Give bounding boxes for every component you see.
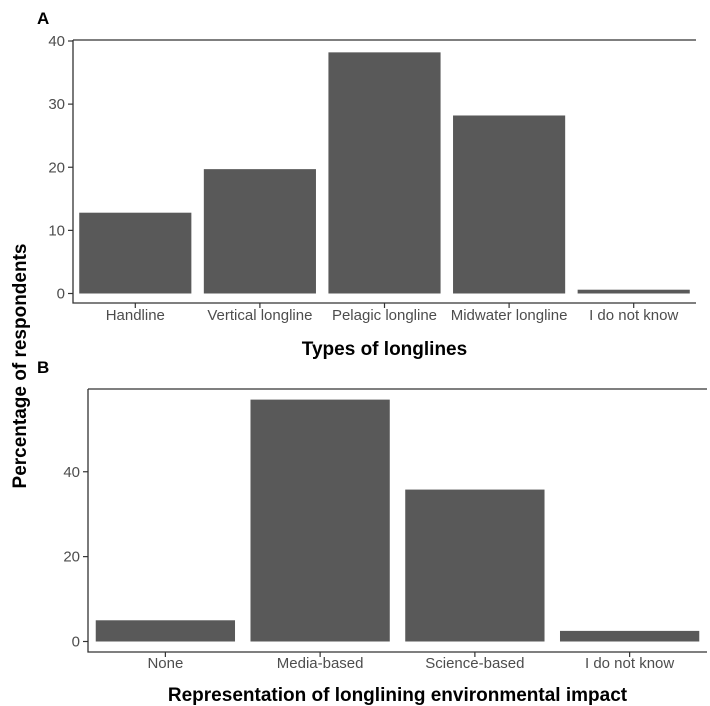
x-axis-title: Types of longlines [302, 339, 467, 360]
y-tick-label: 40 [63, 464, 80, 481]
panel-letter: B [37, 358, 49, 377]
y-tick-label: 20 [63, 549, 80, 566]
x-tick-label: I do not know [585, 655, 674, 672]
y-tick-label: 30 [48, 96, 65, 113]
bar-media-based [250, 399, 390, 642]
x-tick-label: Vertical longline [207, 307, 312, 324]
x-axis-title: Representation of longlining environment… [168, 685, 628, 706]
y-tick-label: 20 [48, 159, 65, 176]
x-tick-label: Pelagic longline [332, 307, 437, 324]
y-tick-label: 10 [48, 222, 65, 239]
bar-handline [79, 212, 192, 294]
panel-letter: A [37, 9, 49, 28]
y-axis-title: Percentage of respondents [10, 244, 31, 489]
x-tick-label: Midwater longline [451, 307, 568, 324]
bar-i-do-not-know [559, 630, 700, 642]
bar-midwater-longline [453, 115, 566, 294]
bar-i-do-not-know [577, 289, 690, 294]
bar-vertical-longline [203, 169, 316, 294]
bar-none [95, 620, 236, 642]
panel-b: B 0 20 40 None Media-based Science-based I do n… [37, 358, 707, 706]
axis-lines [87, 389, 707, 653]
bar-pelagic-longline [328, 52, 441, 294]
x-tick-label: Science-based [425, 655, 524, 672]
x-tick-label: Media-based [277, 655, 364, 672]
y-tick-label: 0 [57, 286, 65, 303]
axis-lines [72, 40, 696, 304]
x-tick-label: Handline [106, 307, 165, 324]
panel-a: A 0 10 20 30 40 Handline Vertical longline Pelag… [37, 9, 696, 360]
y-tick-label: 0 [72, 634, 80, 651]
x-tick-label: None [147, 655, 183, 672]
y-tick-label: 40 [48, 33, 65, 50]
bar-science-based [405, 489, 545, 642]
x-tick-label: I do not know [589, 307, 678, 324]
